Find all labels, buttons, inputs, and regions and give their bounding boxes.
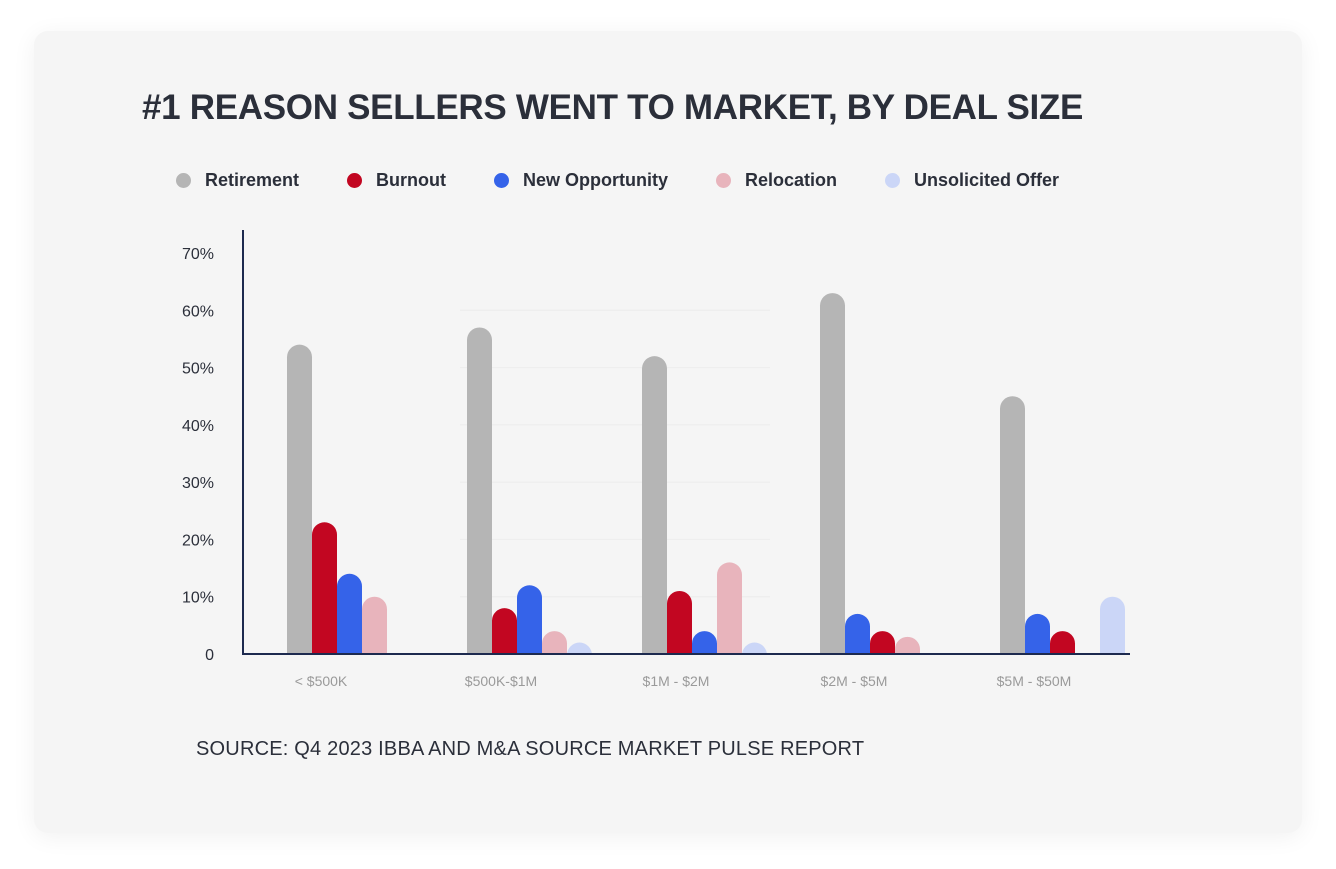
legend-swatch-icon (885, 172, 901, 188)
x-tick-label: $1M - $2M (643, 673, 710, 689)
bar (467, 327, 492, 654)
bar (1100, 596, 1125, 654)
bar (567, 642, 592, 656)
legend-item[interactable]: New Opportunity (494, 170, 668, 191)
x-tick-label: $2M - $5M (821, 673, 888, 689)
chart-legend: Retirement Burnout New Opportunity Relocati… (176, 168, 1107, 192)
y-tick-label: 20% (182, 532, 214, 549)
legend-swatch-icon (176, 172, 191, 188)
bar (895, 636, 920, 654)
y-tick-label: 10% (182, 590, 214, 607)
y-tick-label: 60% (182, 303, 214, 320)
bar (870, 631, 895, 654)
bar (362, 596, 387, 654)
chart-title: #1 REASON SELLERS WENT TO MARKET, BY DEA… (142, 88, 1084, 127)
legend-item[interactable]: Retirement (176, 170, 299, 191)
y-tick-label: 0 (205, 647, 214, 664)
legend-label: New Opportunity (523, 169, 669, 190)
bar (337, 573, 362, 654)
y-tick-label: 40% (182, 418, 214, 435)
bar (542, 631, 567, 654)
bar (717, 562, 742, 654)
bar-group (642, 356, 767, 656)
bar-group (820, 293, 920, 654)
bar (820, 293, 845, 654)
bar (692, 631, 717, 654)
x-tick-label: $5M - $50M (997, 673, 1072, 689)
bar (642, 356, 667, 654)
legend-label: Burnout (376, 169, 447, 190)
legend-item[interactable]: Relocation (716, 170, 837, 191)
y-tick-label: 30% (182, 475, 214, 492)
legend-swatch-icon (494, 172, 510, 188)
bar (667, 590, 692, 654)
bar-group (287, 344, 387, 654)
bar (312, 522, 337, 654)
bar (1025, 613, 1050, 654)
legend-label: Unsolicited Offer (914, 169, 1060, 190)
source-note: SOURCE: Q4 2023 IBBA AND M&A SOURCE MARK… (196, 738, 865, 760)
y-tick-label: 70% (182, 246, 214, 263)
y-tick-label: 50% (182, 361, 214, 378)
x-tick-label: $500K-$1M (465, 673, 537, 689)
bar (287, 344, 312, 654)
bar (1050, 631, 1075, 654)
legend-label: Retirement (205, 169, 300, 190)
legend-item[interactable]: Unsolicited Offer (885, 170, 1059, 191)
bar-group (1000, 396, 1125, 654)
bar (742, 642, 767, 656)
bar (1000, 396, 1025, 654)
chart-card (34, 31, 1302, 833)
bar (517, 585, 542, 654)
bar (492, 608, 517, 654)
bar-group (467, 327, 592, 656)
legend-label: Relocation (745, 169, 838, 190)
bar (845, 613, 870, 654)
legend-swatch-icon (716, 172, 732, 188)
x-tick-label: < $500K (295, 673, 348, 689)
legend-swatch-icon (347, 172, 363, 188)
legend-item[interactable]: Burnout (347, 170, 446, 191)
